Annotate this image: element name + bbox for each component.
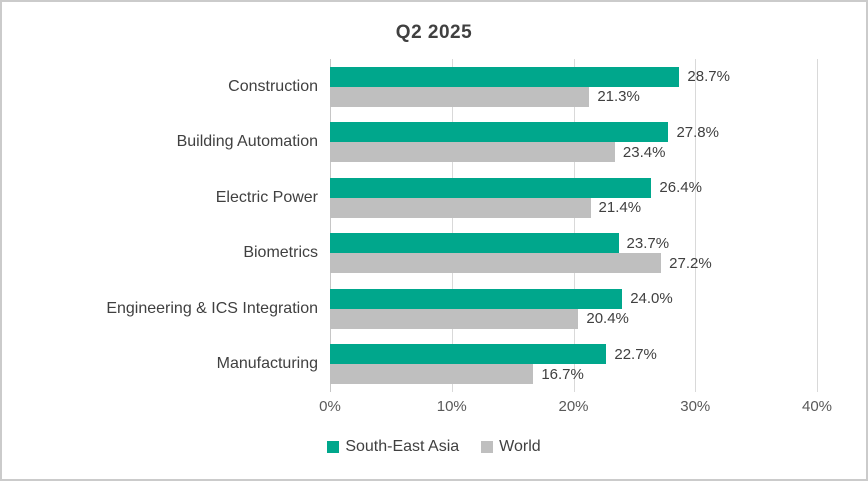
bar-line: 26.4% — [330, 177, 817, 198]
bar-south-east-asia — [330, 66, 680, 87]
x-tick-label: 10% — [436, 398, 467, 415]
data-label: 20.4% — [586, 310, 629, 328]
bar-world — [330, 86, 590, 107]
bar-line: 27.8% — [330, 122, 817, 143]
bar-world — [330, 253, 662, 274]
x-tick-label: 20% — [558, 398, 589, 415]
bar-line: 28.7% — [330, 66, 817, 87]
data-label: 26.4% — [659, 179, 702, 197]
x-tick-label: 0% — [319, 398, 341, 415]
data-label: 23.7% — [626, 234, 670, 252]
data-label: 27.2% — [669, 254, 712, 272]
x-tick-label: 30% — [680, 398, 711, 415]
bar-line: 22.7% — [330, 344, 817, 365]
bar-row: 26.4% 21.4% — [330, 170, 817, 226]
bar-world — [330, 197, 591, 218]
data-label: 16.7% — [541, 365, 584, 383]
legend-item-south-east-asia: South-East Asia — [327, 438, 459, 456]
bar-line: 21.3% — [330, 86, 817, 107]
bar-south-east-asia — [330, 233, 619, 254]
bar-world — [330, 364, 534, 385]
category-label: Manufacturing — [216, 355, 318, 373]
data-label: 27.8% — [676, 123, 719, 141]
gridline-20% — [573, 59, 575, 392]
chart-title: Q2 2025 — [395, 22, 473, 43]
data-label: 24.0% — [630, 290, 673, 308]
bar-line: 16.7% — [330, 364, 817, 385]
bar-south-east-asia — [330, 122, 669, 143]
data-label: 23.4% — [622, 143, 666, 161]
gridline-40% — [817, 59, 818, 392]
data-label: 22.7% — [614, 345, 657, 363]
bar-south-east-asia — [330, 344, 607, 365]
category-label: Electric Power — [215, 188, 318, 206]
legend-swatch-icon — [481, 441, 494, 453]
bar-south-east-asia — [330, 288, 623, 309]
bar-line: 20.4% — [330, 308, 817, 329]
legend-item-world: World — [481, 438, 541, 456]
bar-row: 28.7% 21.3% — [330, 59, 817, 115]
bar-line: 23.7% — [330, 233, 817, 254]
bar-row: 24.0% 20.4% — [330, 281, 817, 337]
bar-row: 22.7% 16.7% — [330, 337, 817, 393]
bar-south-east-asia — [330, 177, 652, 198]
legend: South-East Asia World — [2, 438, 866, 456]
bar-row: 27.8% 23.4% — [330, 115, 817, 171]
data-label: 21.3% — [597, 88, 640, 106]
value-axis: 0% 10% 20% 30% 40% — [319, 398, 832, 418]
x-tick-label: 40% — [801, 398, 833, 415]
data-label: 28.7% — [687, 68, 730, 86]
legend-label: South-East Asia — [345, 438, 460, 455]
category-label: Construction — [228, 77, 318, 95]
bar-line: 23.4% — [330, 142, 817, 163]
gridline-10% — [451, 59, 453, 392]
bar-line: 24.0% — [330, 288, 817, 309]
plot-area: 28.7% 21.3% 27.8% 23.4% 26.4% 21.4% 23.7% 27.2%… — [330, 59, 818, 392]
bar-world — [330, 308, 579, 329]
category-axis: Construction Building Automation Electric … — [2, 59, 318, 392]
bar-world — [330, 142, 615, 163]
gridline-30% — [695, 59, 697, 392]
legend-swatch-icon — [327, 441, 340, 453]
bar-row: 23.7% 27.2% — [330, 226, 817, 282]
bar-rows: 28.7% 21.3% 27.8% 23.4% 26.4% 21.4% 23.7% 27.2%… — [330, 59, 817, 392]
category-label: Engineering & ICS Integration — [106, 299, 318, 317]
legend-label: World — [499, 438, 541, 455]
category-label: Building Automation — [176, 133, 318, 151]
data-label: 21.4% — [598, 199, 642, 217]
category-label: Biometrics — [243, 244, 318, 262]
bar-line: 21.4% — [330, 197, 817, 218]
bar-line: 27.2% — [330, 253, 817, 274]
vertical-axis-line — [330, 59, 331, 392]
